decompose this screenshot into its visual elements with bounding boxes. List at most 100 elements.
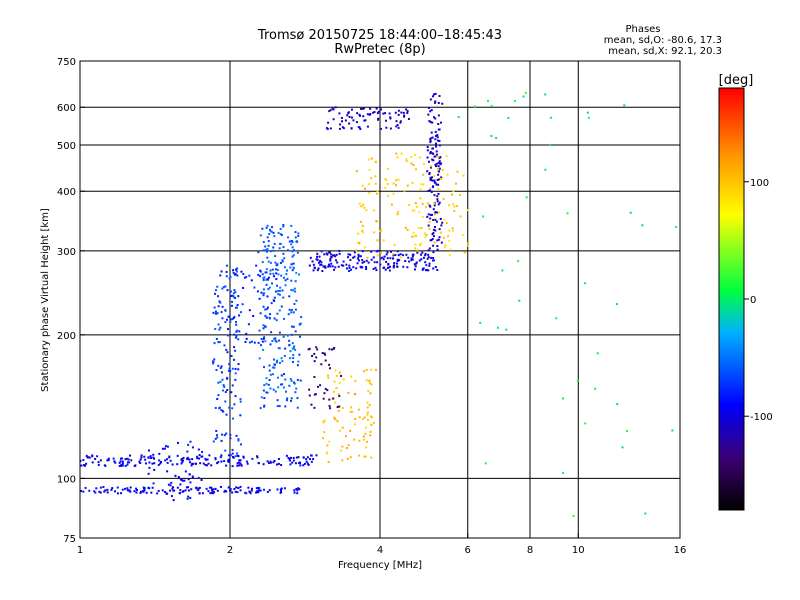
data-point xyxy=(367,261,370,264)
data-point xyxy=(174,475,177,478)
y-tick-label: 400 xyxy=(57,187,76,198)
data-point xyxy=(264,340,267,343)
data-point xyxy=(283,266,286,269)
data-point xyxy=(274,268,277,271)
data-point xyxy=(295,456,298,459)
data-point xyxy=(312,458,315,461)
data-point xyxy=(256,490,259,493)
data-point xyxy=(283,317,286,320)
data-point xyxy=(212,311,215,314)
data-point xyxy=(374,161,377,164)
data-point xyxy=(348,115,351,118)
data-point xyxy=(394,253,397,256)
data-point xyxy=(420,253,423,256)
data-point xyxy=(359,114,362,117)
data-point xyxy=(429,141,432,144)
data-point xyxy=(439,217,442,220)
data-point xyxy=(229,489,232,492)
data-point xyxy=(418,259,421,262)
data-point xyxy=(386,168,389,171)
data-point xyxy=(187,478,190,481)
data-point xyxy=(124,487,127,490)
data-point xyxy=(291,240,294,243)
data-point xyxy=(248,490,251,493)
data-point xyxy=(322,397,325,400)
data-point xyxy=(399,121,402,124)
data-point xyxy=(234,367,237,370)
data-point xyxy=(275,319,278,322)
data-point xyxy=(226,334,229,337)
data-point xyxy=(220,270,223,273)
data-point xyxy=(284,405,287,408)
data-point xyxy=(232,269,235,272)
data-point xyxy=(463,251,466,254)
data-point xyxy=(395,125,398,128)
data-point xyxy=(160,460,163,463)
data-point xyxy=(457,116,460,119)
data-point xyxy=(436,245,439,248)
data-point xyxy=(432,244,435,247)
data-point xyxy=(433,179,436,182)
data-point xyxy=(283,354,286,357)
data-point xyxy=(220,371,223,374)
data-point xyxy=(436,268,439,271)
data-point xyxy=(315,454,318,457)
data-point xyxy=(410,156,413,159)
data-point xyxy=(234,372,237,375)
data-point xyxy=(384,268,387,271)
data-point xyxy=(375,250,378,253)
data-point xyxy=(366,418,369,421)
data-point xyxy=(229,290,232,293)
data-point xyxy=(354,423,357,426)
data-point xyxy=(280,233,283,236)
data-point xyxy=(429,152,432,155)
data-point xyxy=(455,205,458,208)
data-point xyxy=(338,250,341,253)
data-point xyxy=(496,326,499,329)
data-point xyxy=(367,389,370,392)
data-point xyxy=(432,232,435,235)
data-point xyxy=(424,252,427,255)
data-point xyxy=(436,198,439,201)
data-point xyxy=(258,486,261,489)
data-point xyxy=(262,277,265,280)
data-point xyxy=(411,255,414,258)
data-point xyxy=(282,335,285,338)
data-point xyxy=(239,398,242,401)
data-point xyxy=(443,218,446,221)
data-point xyxy=(372,111,375,114)
data-point xyxy=(264,308,267,311)
data-point xyxy=(437,211,440,214)
data-point xyxy=(334,418,337,421)
data-point xyxy=(273,235,276,238)
data-point xyxy=(427,202,430,205)
data-point xyxy=(357,126,360,129)
data-point xyxy=(311,355,314,358)
data-point xyxy=(402,265,405,268)
data-point xyxy=(437,156,440,159)
data-point xyxy=(425,264,428,267)
data-point xyxy=(150,491,153,494)
data-point xyxy=(197,448,200,451)
data-point xyxy=(432,259,435,262)
data-point xyxy=(262,288,265,291)
data-point xyxy=(370,157,373,160)
data-point xyxy=(245,332,248,335)
data-point xyxy=(290,311,293,314)
tick-layer: 1 2 4 6 8 10 16 75 100 200 300 400 500 600 750 xyxy=(57,57,686,556)
data-point xyxy=(385,260,388,263)
data-point xyxy=(270,250,273,253)
data-point xyxy=(258,329,261,332)
data-point xyxy=(358,113,361,116)
data-point xyxy=(182,479,185,482)
data-point xyxy=(288,308,291,311)
data-point xyxy=(358,242,361,245)
data-point xyxy=(157,489,160,492)
data-point xyxy=(266,278,269,281)
data-point xyxy=(273,317,276,320)
data-point xyxy=(235,323,238,326)
data-point xyxy=(255,264,258,267)
data-point xyxy=(219,301,222,304)
data-point xyxy=(217,364,220,367)
data-point xyxy=(395,152,398,155)
